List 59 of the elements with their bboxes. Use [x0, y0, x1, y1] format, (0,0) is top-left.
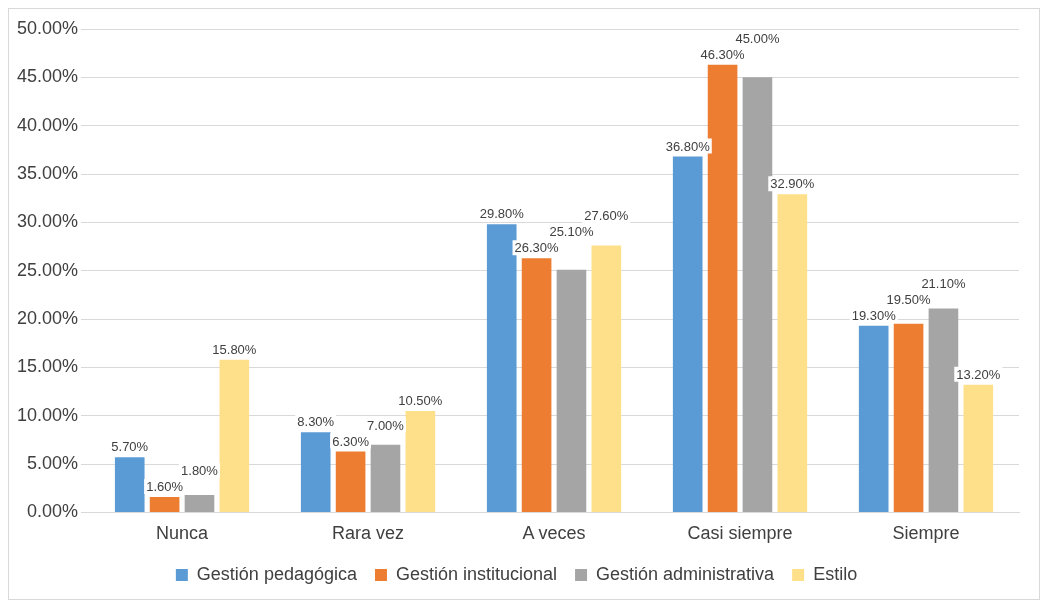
- bar: [963, 384, 994, 512]
- data-label: 8.30%: [297, 414, 335, 430]
- bar: [405, 410, 436, 512]
- y-tick-label: 30.00%: [16, 211, 79, 232]
- bar: [858, 325, 889, 512]
- bar: [672, 156, 703, 512]
- bar: [893, 323, 924, 512]
- data-label: 36.80%: [665, 138, 711, 154]
- bar: [335, 451, 366, 512]
- bar: [219, 359, 250, 512]
- data-label: 1.60%: [146, 479, 184, 495]
- data-label: 13.20%: [956, 366, 1001, 382]
- bar: [370, 444, 401, 512]
- bar: [300, 432, 331, 512]
- legend-label: Gestión institucional: [395, 563, 558, 584]
- data-label: 26.30%: [514, 240, 560, 256]
- bar: [556, 269, 587, 512]
- y-tick-label: 10.00%: [16, 404, 79, 425]
- legend-label: Gestión administrativa: [596, 563, 776, 584]
- data-label: 25.10%: [549, 224, 594, 240]
- data-label: 21.10%: [921, 275, 966, 291]
- bar: [777, 194, 808, 512]
- y-tick-label: 45.00%: [16, 66, 79, 87]
- y-tick-label: 0.00%: [27, 501, 79, 522]
- y-tick-label: 40.00%: [16, 114, 79, 135]
- legend-label: Estilo: [813, 563, 858, 584]
- data-label: 15.80%: [212, 341, 257, 357]
- bar: [114, 457, 145, 512]
- bar: [591, 245, 622, 512]
- data-label: 46.30%: [700, 46, 746, 62]
- y-tick-label: 25.00%: [16, 259, 79, 280]
- data-label: 10.50%: [398, 392, 443, 408]
- data-label: 19.50%: [886, 291, 932, 307]
- bar: [521, 258, 552, 512]
- y-tick-label: 20.00%: [16, 308, 79, 329]
- bar: [149, 496, 180, 512]
- y-tick-label: 15.00%: [16, 356, 79, 377]
- legend-label: Gestión pedagógica: [196, 563, 358, 584]
- data-label: 1.80%: [181, 463, 219, 479]
- x-tick-label: Siempre: [892, 523, 960, 544]
- y-tick-label: 50.00%: [16, 17, 79, 38]
- data-label: 32.90%: [770, 176, 815, 192]
- data-label: 29.80%: [479, 206, 525, 222]
- data-label: 45.00%: [735, 30, 780, 46]
- data-label: 6.30%: [332, 433, 370, 449]
- x-tick-label: Nunca: [156, 523, 210, 544]
- x-tick-label: Casi siempre: [687, 523, 793, 544]
- x-tick-label: A veces: [522, 523, 586, 544]
- data-label: 7.00%: [367, 417, 405, 433]
- data-label: 5.70%: [111, 439, 149, 455]
- bar: [928, 308, 959, 512]
- bar: [486, 224, 517, 512]
- bar: [742, 77, 773, 512]
- data-label: 27.60%: [584, 208, 629, 224]
- x-tick-label: Rara vez: [332, 523, 405, 544]
- y-tick-label: 5.00%: [27, 453, 79, 474]
- y-tick-label: 35.00%: [16, 162, 79, 183]
- data-label: 19.30%: [851, 307, 897, 323]
- bar: [184, 495, 215, 512]
